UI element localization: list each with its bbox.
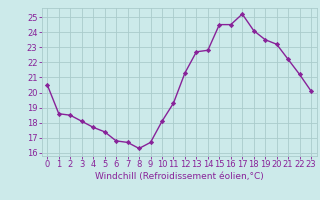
X-axis label: Windchill (Refroidissement éolien,°C): Windchill (Refroidissement éolien,°C)	[95, 172, 264, 181]
